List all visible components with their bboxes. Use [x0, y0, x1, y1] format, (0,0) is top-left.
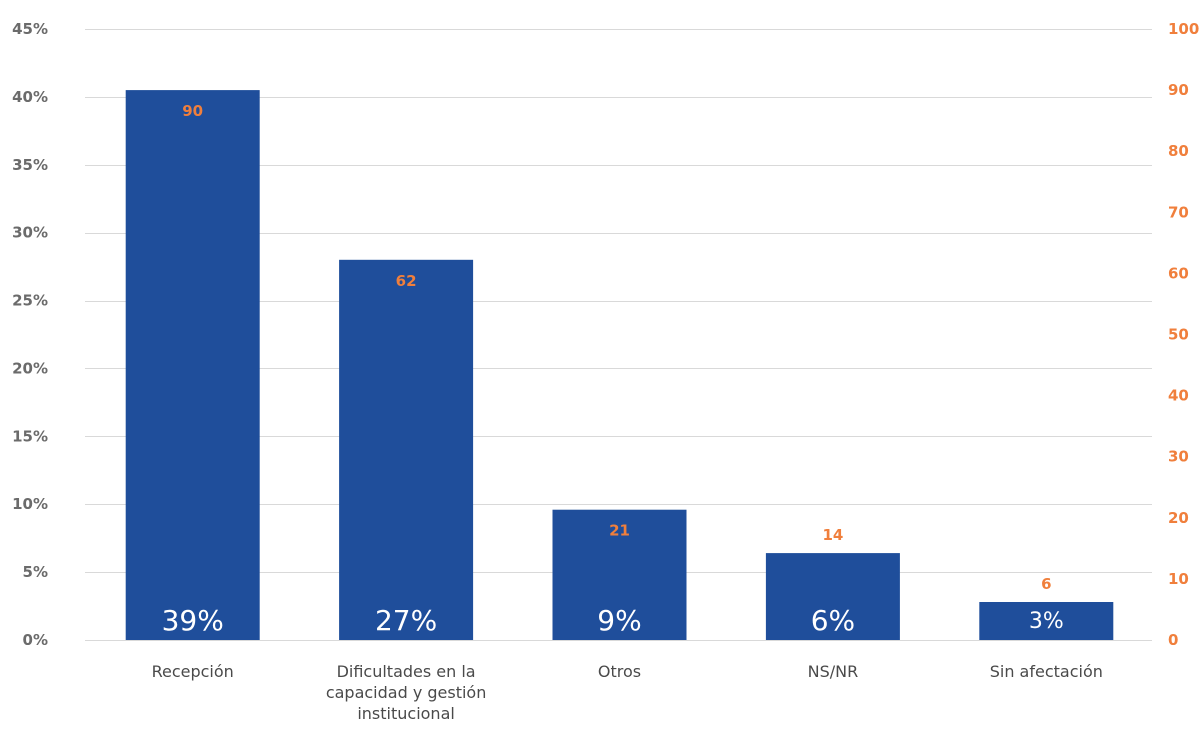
category-label-line: Dificultades en la — [337, 662, 476, 681]
category-label-line: capacidad y gestión — [326, 683, 487, 702]
category-label: Otros — [598, 662, 641, 681]
y-right-tick-label: 10 — [1168, 570, 1189, 588]
category-label: NS/NR — [808, 662, 859, 681]
y-left-tick-label: 25% — [12, 292, 48, 310]
percent-data-label: 3% — [1029, 609, 1064, 634]
bar — [765, 553, 900, 640]
percent-data-label: 39% — [162, 604, 224, 637]
bar — [339, 259, 474, 640]
count-data-label: 14 — [822, 526, 843, 544]
y-right-tick-label: 70 — [1168, 203, 1189, 221]
y-right-tick-label: 50 — [1168, 326, 1189, 344]
bar — [979, 602, 1114, 640]
y-right-tick-label: 30 — [1168, 448, 1189, 466]
y-left-tick-label: 35% — [12, 156, 48, 174]
y-left-tick-label: 15% — [12, 427, 48, 445]
count-data-label: 21 — [609, 522, 630, 540]
y-left-tick-label: 45% — [12, 20, 48, 38]
count-data-label: 90 — [182, 102, 203, 120]
y-left-tick-label: 20% — [12, 359, 48, 377]
y-right-tick-label: 0 — [1168, 631, 1178, 649]
y-left-tick-label: 10% — [12, 495, 48, 513]
y-left-tick-label: 30% — [12, 224, 48, 242]
y-left-tick-label: 0% — [23, 631, 48, 649]
count-data-label: 62 — [396, 272, 417, 290]
category-label-line: NS/NR — [808, 662, 859, 681]
y-right-tick-label: 100 — [1168, 20, 1199, 38]
category-label-line: Sin afectación — [990, 662, 1103, 681]
category-label: Dificultades en la capacidad y gestión ins… — [326, 662, 487, 723]
bar — [125, 90, 260, 641]
y-left-tick-label: 40% — [12, 88, 48, 106]
y-right-tick-label: 20 — [1168, 509, 1189, 527]
category-label: Recepción — [152, 662, 234, 681]
category-label-line: Recepción — [152, 662, 234, 681]
bar — [552, 509, 687, 640]
category-label-line: Otros — [598, 662, 641, 681]
y-right-tick-label: 80 — [1168, 142, 1189, 160]
y-left-tick-label: 5% — [23, 563, 48, 581]
percent-data-label: 6% — [811, 604, 855, 637]
count-data-label: 6 — [1041, 575, 1051, 593]
category-label-line: institucional — [357, 704, 454, 723]
percent-data-label: 9% — [597, 604, 641, 637]
category-label: Sin afectación — [990, 662, 1103, 681]
y-right-tick-label: 40 — [1168, 387, 1189, 405]
percent-data-label: 27% — [375, 604, 437, 637]
y-right-tick-label: 60 — [1168, 264, 1189, 282]
y-right-tick-label: 90 — [1168, 81, 1189, 99]
